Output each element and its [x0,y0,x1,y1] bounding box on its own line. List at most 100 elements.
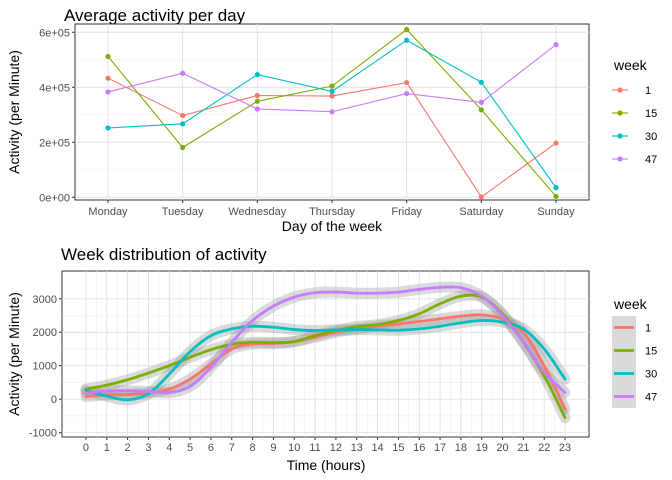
y-tick-label: 6e+05 [39,27,70,39]
data-point-week-30 [404,37,410,43]
legend-label: 15 [645,346,657,358]
x-tick-label: 18 [455,442,467,454]
chart1-y-axis: 0e+00 2e+05 4e+05 6e+05 [39,27,75,204]
chart1-title: Average activity per day [64,6,246,25]
data-point-week-47 [329,109,335,115]
x-tick-label: 0 [83,442,89,454]
data-point-week-47 [478,99,484,105]
legend-label: 47 [645,154,657,166]
y-tick-label: 0 [51,394,57,406]
data-point-week-1 [254,92,260,99]
data-point-week-15 [478,107,484,113]
x-tick-label: Wednesday [228,206,286,218]
x-tick-label: Monday [88,206,128,218]
daily-activity-chart: Average activity per day 0e+00 2e+05 4e+05… [6,6,657,234]
smooth-line-week-1 [84,313,567,411]
data-point-week-47 [105,89,111,95]
y-tick-label: 2000 [33,327,57,339]
legend-label: 30 [645,369,657,381]
data-point-week-1 [478,194,484,200]
x-tick-label: 6 [208,442,214,454]
x-tick-label: 10 [288,442,300,454]
x-tick-label: Friday [391,206,422,218]
chart2-x-axis: 0 1 2 3 4 5 6 7 8 9 10 11 12 13 14 15 16 17 18 19 20 21 22 23 [83,437,571,454]
y-tick-label: 3000 [33,294,57,306]
data-point-week-15 [105,53,111,60]
legend-key-point [617,133,623,139]
chart1-legend: week 1 15 30 47 [612,57,657,166]
chart2-legend: week 1 15 30 47 [612,296,657,408]
data-point-week-15 [254,98,260,104]
chart2-gridlines [62,271,589,437]
x-tick-label: 13 [351,442,363,454]
y-tick-label: 2e+05 [39,137,70,149]
chart1-gridlines [75,24,589,200]
chart2-y-axis-label: Activity (per Minute) [6,292,22,416]
data-point-week-15 [404,26,410,33]
data-point-week-1 [105,75,111,81]
data-point-week-1 [180,112,186,119]
y-tick-label: -1000 [29,428,57,440]
data-point-week-30 [254,72,260,78]
x-tick-label: 8 [250,442,256,454]
legend-key-point [617,156,623,162]
legend-label: 30 [645,131,657,143]
x-tick-label: 19 [476,442,488,454]
x-tick-label: 9 [270,442,276,454]
y-tick-label: 4e+05 [39,82,70,94]
chart2-legend-title: week [613,296,648,312]
data-point-week-1 [404,79,410,86]
x-tick-label: 12 [330,442,342,454]
smooth-line-week-30 [84,319,567,402]
chart2-x-axis-label: Time (hours) [287,457,366,473]
x-tick-label: 3 [145,442,151,454]
x-tick-label: Sunday [537,206,575,218]
hourly-activity-chart: Week distribution of activity -1000 0 1000… [6,245,657,473]
chart2-y-axis: -1000 0 1000 2000 3000 [29,294,62,440]
data-point-week-30 [478,79,484,85]
y-tick-label: 0e+00 [39,192,70,204]
legend-key-point [617,110,623,116]
x-tick-label: 7 [229,442,235,454]
data-point-week-1 [329,93,335,99]
x-tick-label: Tuesday [162,206,204,218]
x-tick-label: Saturday [459,206,504,218]
legend-key-point [617,87,623,93]
x-tick-label: 5 [187,442,193,454]
data-point-week-15 [329,83,335,89]
x-tick-label: 1 [104,442,110,454]
y-tick-label: 1000 [33,361,57,373]
legend-label: 47 [645,392,657,404]
x-tick-label: 21 [517,442,529,454]
data-point-week-47 [404,90,410,97]
x-tick-label: 15 [392,442,404,454]
chart2-title: Week distribution of activity [61,245,267,264]
smooth-line-week-47 [84,285,567,395]
x-tick-label: 22 [538,442,550,454]
x-tick-label: 20 [496,442,508,454]
legend-label: 15 [645,108,657,120]
data-point-week-47 [553,42,559,48]
data-point-week-15 [553,193,559,200]
data-point-week-47 [254,106,260,112]
data-point-week-15 [180,144,186,151]
chart1-x-axis-label: Day of the week [282,218,383,234]
chart2-series [80,281,571,424]
data-point-week-47 [180,70,186,76]
x-tick-label: 4 [166,442,172,454]
legend-label: 1 [645,323,651,335]
x-tick-label: 14 [371,442,383,454]
x-tick-label: 2 [125,442,131,454]
x-tick-label: 11 [309,442,320,454]
chart1-x-axis: Monday Tuesday Wednesday Thursday Friday Satu… [88,200,575,218]
data-point-week-30 [329,88,335,94]
x-tick-label: 16 [413,442,425,454]
legend-label: 1 [645,85,651,97]
x-tick-label: 17 [434,442,446,454]
chart1-y-axis-label: Activity (per Minute) [6,50,22,174]
chart1-legend-title: week [613,57,648,73]
x-tick-label: Thursday [309,206,355,218]
data-point-week-1 [553,140,559,146]
data-point-week-30 [180,121,186,127]
